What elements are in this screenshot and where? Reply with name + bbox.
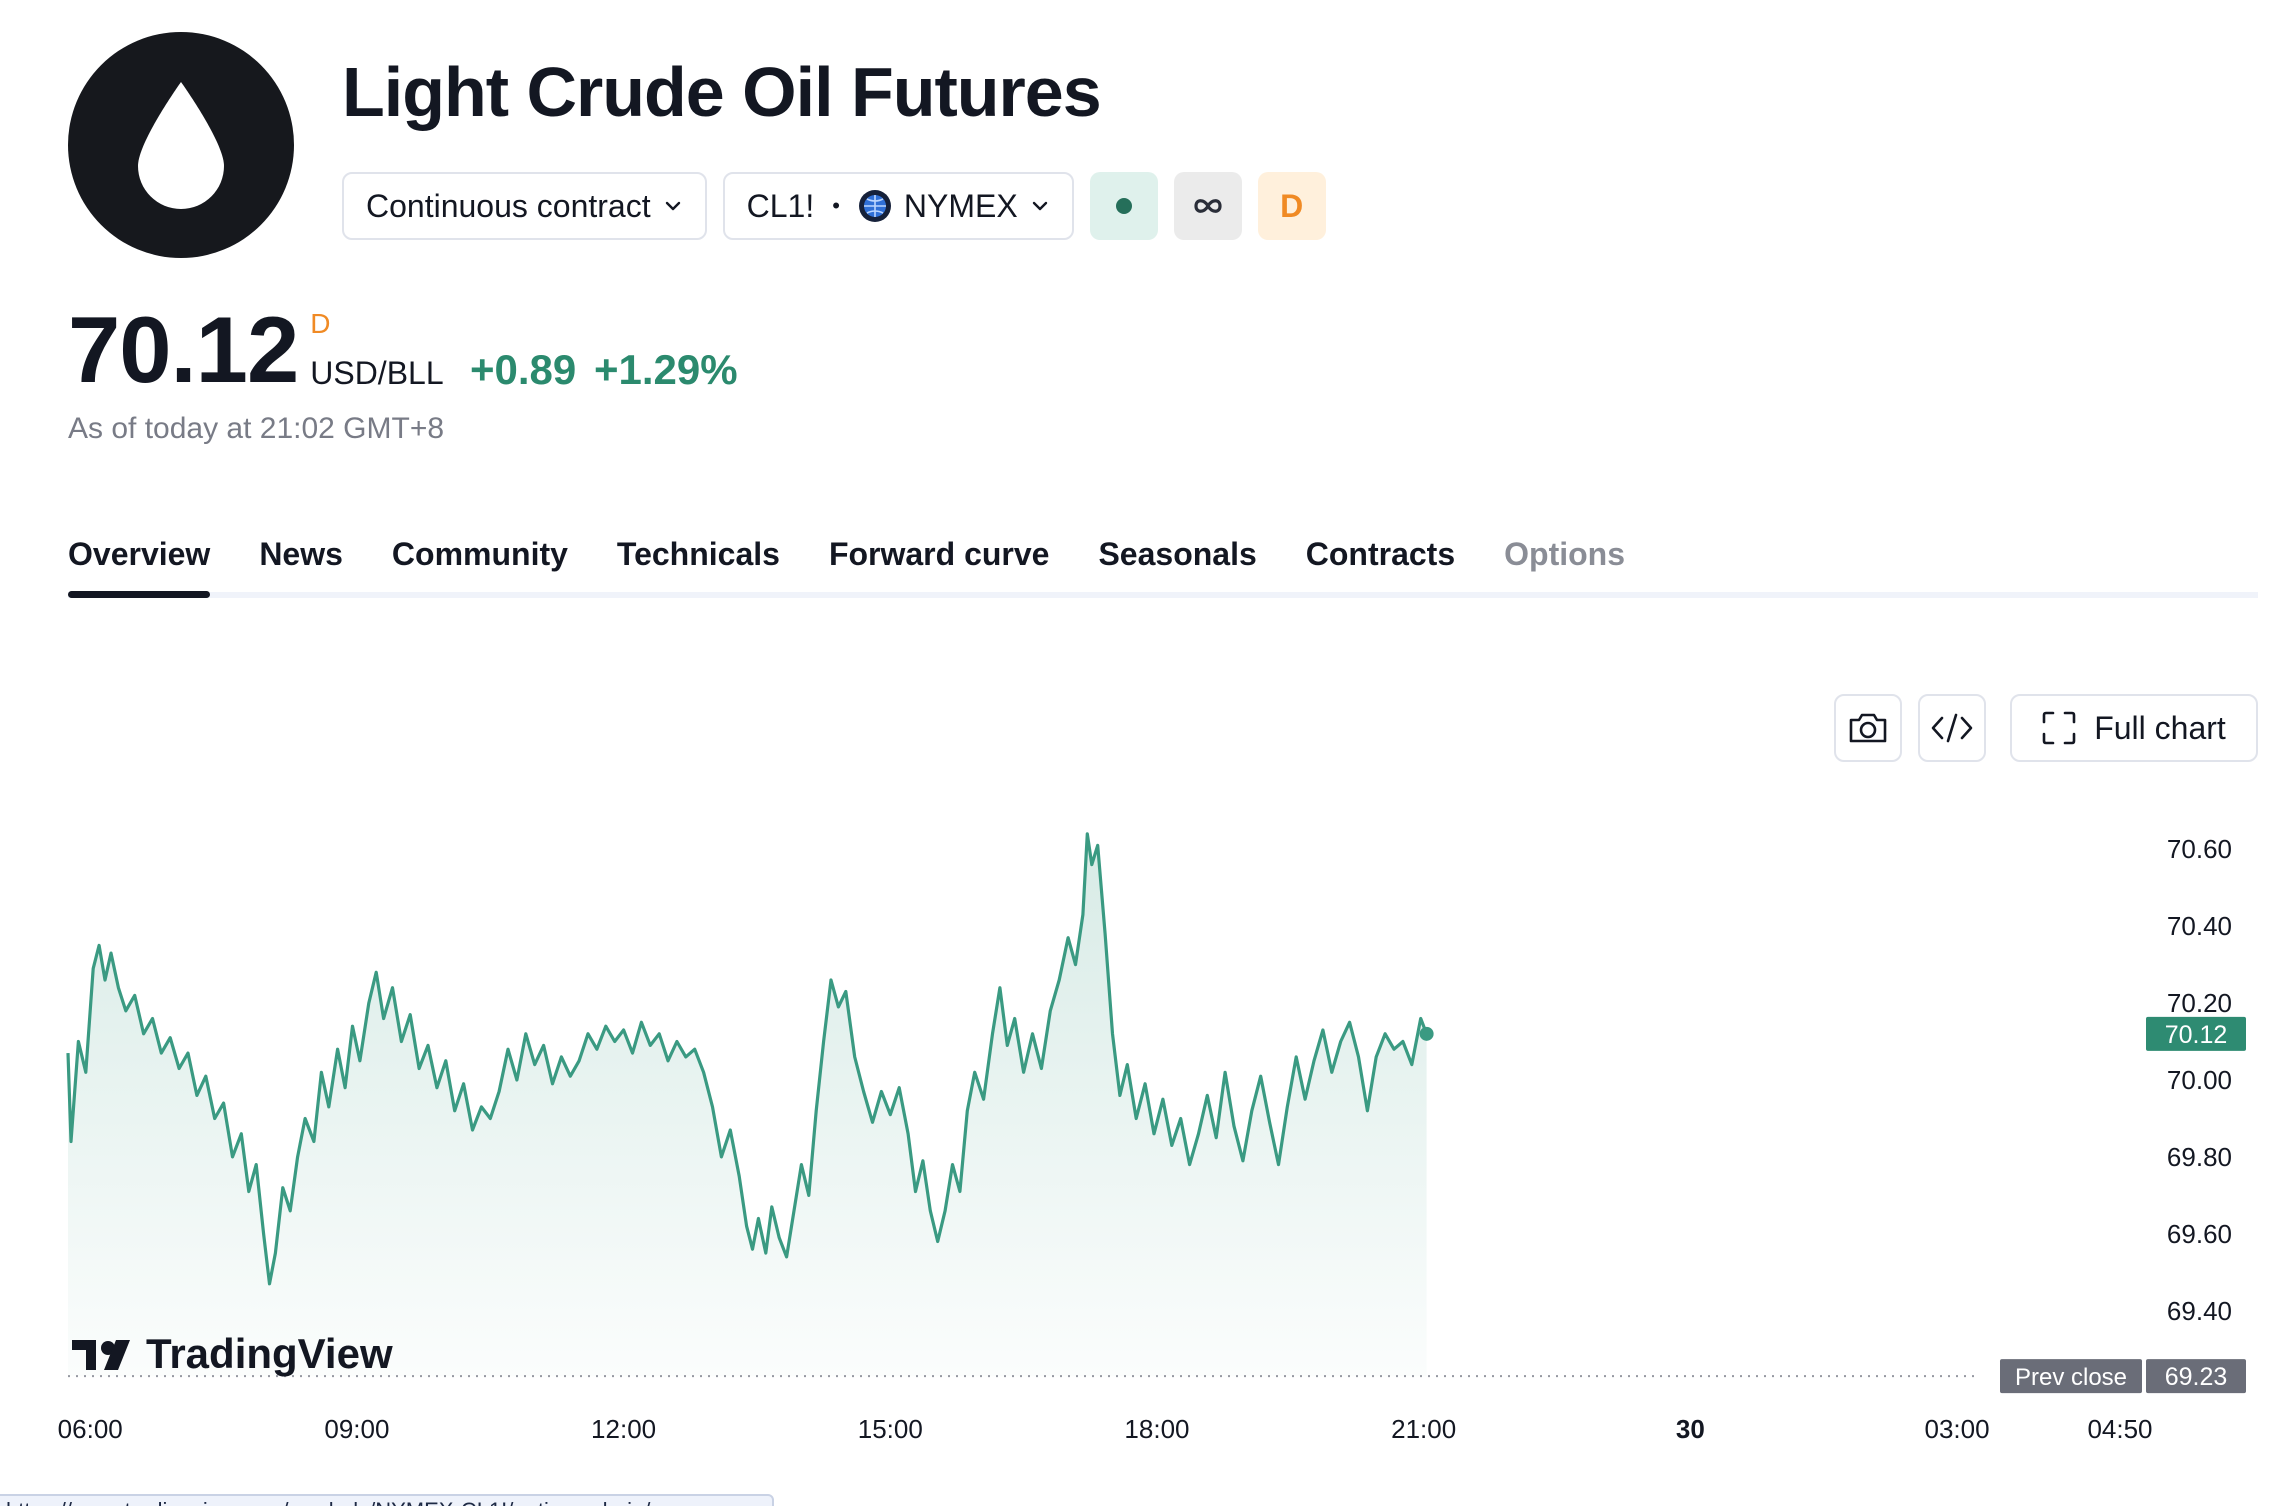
tab-community[interactable]: Community: [391, 536, 568, 572]
fullscreen-icon: [2042, 711, 2076, 745]
last-price-tag: [2146, 1016, 2246, 1051]
tab-options[interactable]: Options: [1504, 536, 1625, 572]
symbol-logo: [68, 32, 294, 258]
price-block: 70.12 D USD/BLL: [68, 297, 444, 402]
tab-overview[interactable]: Overview: [68, 536, 211, 598]
prev-close-value-tag: [2146, 1359, 2246, 1394]
screenshot-button[interactable]: [1834, 694, 1902, 762]
last-price-point: [1419, 1026, 1434, 1041]
price-change: +0.89 +1.29%: [470, 346, 738, 394]
tab-forward-curve[interactable]: Forward curve: [828, 536, 1050, 572]
price-chart[interactable]: 70.60 70.40 70.20 70.00 69.80 69.60 69.40 06:0…: [0, 780, 2272, 1480]
page-title: Light Crude Oil Futures: [342, 53, 1102, 131]
x-tick-label: 06:00: [58, 1414, 123, 1444]
last-price-tag-label: 70.12: [2165, 1021, 2228, 1049]
price-area-fill: [68, 833, 1427, 1377]
prev-close-tag: [2000, 1359, 2142, 1394]
last-price: 70.12: [68, 297, 299, 402]
full-chart-label: Full chart: [2094, 709, 2226, 746]
embed-button[interactable]: [1918, 694, 1986, 762]
y-tick-label: 69.60: [2167, 1219, 2232, 1249]
price-series-line: [66, 832, 1429, 1286]
tab-contracts[interactable]: Contracts: [1305, 536, 1456, 572]
x-tick-label: 04:50: [2087, 1414, 2152, 1444]
tradingview-watermark[interactable]: TradingView: [72, 1330, 393, 1377]
price-flag: D: [310, 308, 331, 339]
x-tick-label: 21:00: [1391, 1414, 1456, 1444]
x-tick-label: 03:00: [1924, 1414, 1989, 1444]
x-tick-label: 30: [1676, 1414, 1705, 1444]
code-icon: [1931, 713, 1973, 743]
x-tick-label: 15:00: [858, 1414, 923, 1444]
tradingview-logo-icon: [72, 1340, 130, 1370]
chevron-down-icon: [1032, 201, 1047, 211]
x-tick-label: 09:00: [324, 1414, 389, 1444]
full-chart-button[interactable]: Full chart: [2010, 694, 2258, 762]
contract-select[interactable]: Continuous contract: [342, 172, 707, 240]
y-tick-label: 69.40: [2167, 1296, 2232, 1326]
camera-icon: [1849, 713, 1887, 743]
change-percent: +1.29%: [593, 346, 738, 393]
contract-select-label: Continuous contract: [366, 187, 651, 224]
continuous-badge[interactable]: [1173, 172, 1242, 240]
oil-drop-icon: [138, 82, 224, 209]
y-tick-label: 70.00: [2167, 1065, 2232, 1095]
x-tick-label: 18:00: [1124, 1414, 1189, 1444]
status-dot-icon: [1115, 198, 1132, 214]
prev-close-value: 69.23: [2165, 1363, 2228, 1391]
exchange-select[interactable]: CL1! • NYMEX: [722, 172, 1074, 240]
exchange-label: NYMEX: [903, 187, 1018, 224]
chevron-down-icon: [665, 201, 680, 211]
tab-seasonals[interactable]: Seasonals: [1098, 536, 1257, 572]
prev-close-tag-label: Prev close: [2015, 1364, 2127, 1391]
symbol-controls: Continuous contract CL1! • NYMEX D: [342, 172, 1326, 240]
delayed-badge[interactable]: D: [1257, 172, 1326, 240]
y-tick-label: 69.80: [2167, 1142, 2232, 1172]
y-tick-label: 70.40: [2167, 911, 2232, 941]
globe-icon: [858, 190, 891, 222]
symbol-tabs: Overview News Community Technicals Forward c…: [68, 536, 2258, 598]
y-tick-label: 70.60: [2167, 834, 2232, 864]
market-open-badge[interactable]: [1089, 172, 1158, 240]
y-tick-label: 70.20: [2167, 988, 2232, 1018]
x-tick-label: 12:00: [591, 1414, 656, 1444]
tab-news[interactable]: News: [259, 536, 343, 572]
infinity-icon: [1194, 199, 1222, 213]
status-bar-url: https://www.tradingview.com/symbols/NYME…: [0, 1494, 774, 1506]
separator-dot: •: [832, 193, 840, 218]
change-value: +0.89: [470, 346, 577, 393]
tab-technicals[interactable]: Technicals: [616, 536, 780, 572]
currency-unit: USD/BLL: [310, 355, 444, 391]
quote-timestamp: As of today at 21:02 GMT+8: [68, 412, 445, 445]
symbol-code: CL1!: [746, 187, 815, 224]
tradingview-wordmark: TradingView: [146, 1330, 393, 1377]
